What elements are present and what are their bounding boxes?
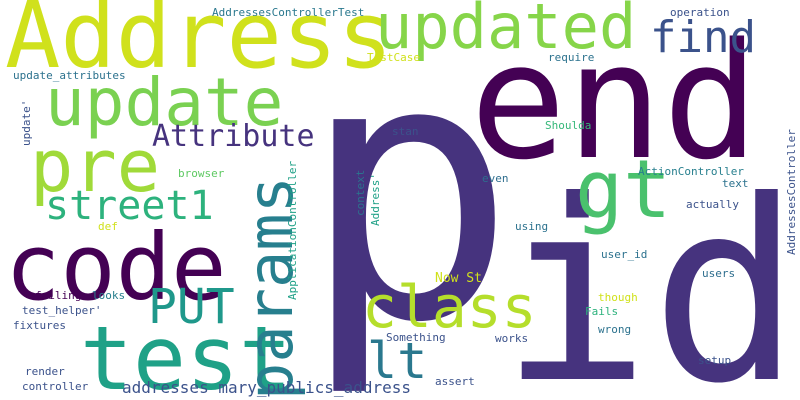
word-addresses-controller: AddressesController <box>785 129 798 255</box>
word-attribute: Attribute <box>152 119 315 154</box>
word-test: test <box>80 307 292 400</box>
word-controller: controller <box>22 380 89 393</box>
word-assert: assert <box>435 375 475 388</box>
word-pre: pre <box>30 124 161 208</box>
word-fixtures: fixtures <box>13 319 66 332</box>
word-p: p <box>300 0 517 400</box>
word-require: require <box>548 51 595 64</box>
word-address: Address <box>5 0 393 89</box>
word-now-st: Now St <box>435 271 482 286</box>
word-fails: Fails <box>585 305 619 318</box>
word-id: id <box>500 147 800 400</box>
word-addresses-mary: addresses mary_publics_address <box>122 378 411 397</box>
word-shoulda: Shoulda <box>545 119 592 132</box>
word-text: text <box>722 177 749 190</box>
word-update-attributes: update_attributes <box>13 69 126 82</box>
word-using: using <box>515 220 549 233</box>
word-end: end <box>470 8 759 195</box>
word-test-case: TestCase <box>367 51 420 64</box>
word-updated: updated <box>375 0 637 63</box>
word-works: works <box>495 332 529 345</box>
word-stan: stan <box>392 125 419 138</box>
word-test-helper: test_helper' <box>22 304 102 317</box>
word-class: class <box>362 273 537 341</box>
word-operation: operation <box>670 6 730 19</box>
word-wrong: wrong <box>598 323 632 336</box>
word-though: though <box>598 291 638 304</box>
word-action-controller: ActionController <box>638 165 744 178</box>
word-find: find <box>650 12 756 63</box>
word-update: update <box>45 64 284 141</box>
word-street1: street1 <box>45 183 214 229</box>
word-users: users <box>702 267 736 280</box>
word-render: render <box>25 365 65 378</box>
word-address-quote: Address' <box>369 173 382 226</box>
word-looks: looks <box>92 289 126 302</box>
word-put: PUT <box>148 279 235 335</box>
word-something: Something <box>386 331 446 344</box>
word-actually: actually <box>686 198 739 211</box>
word-code: code <box>5 214 227 321</box>
word-failing: failing <box>35 289 82 302</box>
word-application-controller: ApplicationController <box>286 160 299 300</box>
word-browser: browser <box>178 167 225 180</box>
word-def: def <box>98 220 118 233</box>
word-lt: lt <box>367 332 428 390</box>
word-setup: setup <box>698 354 732 367</box>
word-even: even <box>482 172 509 185</box>
word-context: context <box>354 169 367 216</box>
word-gt: gt <box>575 143 672 236</box>
word-addresses-controller-test: AddressesControllerTest <box>212 6 365 19</box>
word-user-id: user_id <box>601 248 648 261</box>
word-update-quote: update' <box>20 99 33 146</box>
